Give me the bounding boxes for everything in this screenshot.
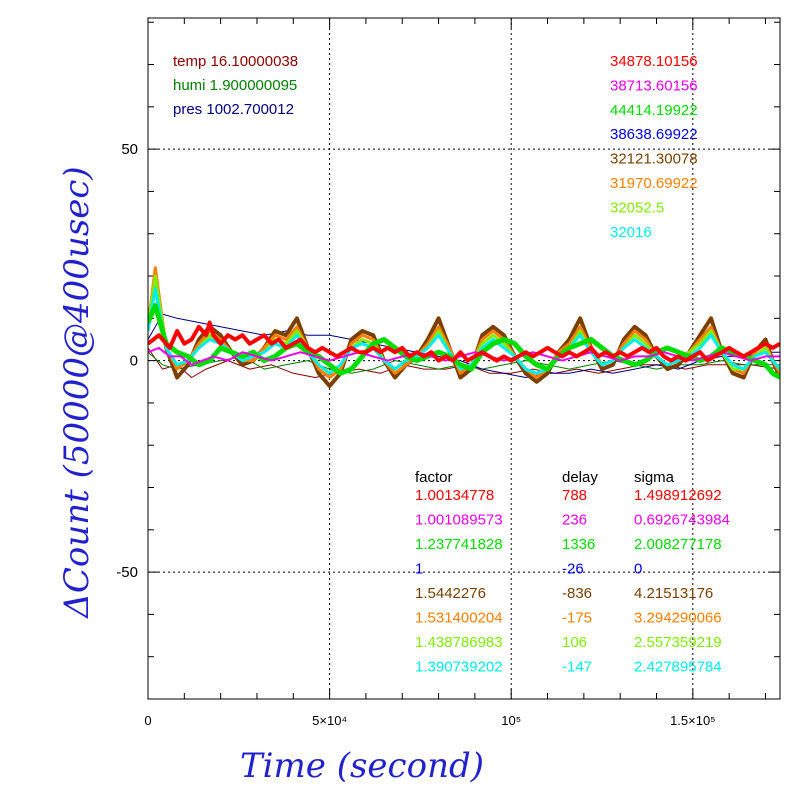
series-value: 31970.69922 <box>610 175 698 192</box>
fit-factor: 1 <box>415 561 423 578</box>
fit-sigma: 2.427895784 <box>634 659 722 676</box>
env-label: humi 1.900000095 <box>173 77 297 94</box>
plot-frame <box>147 17 781 700</box>
series-value: 32016 <box>610 224 652 241</box>
fit-sigma: 3.294290066 <box>634 610 722 627</box>
series-value: 32121.30078 <box>610 151 698 168</box>
fit-delay: 106 <box>562 634 587 651</box>
fit-delay: -175 <box>562 610 592 627</box>
fit-delay: 788 <box>562 487 587 504</box>
fit-table-header: delay <box>562 469 598 486</box>
fit-delay: -26 <box>562 561 584 578</box>
fit-delay: -836 <box>562 585 592 602</box>
fit-sigma: 2.008277178 <box>634 536 722 553</box>
series-value: 44414.19922 <box>610 102 698 119</box>
x-tick-label: 10⁵ <box>501 713 521 728</box>
y-tick-label: 50 <box>121 141 138 158</box>
fit-factor: 1.001089573 <box>415 512 503 529</box>
x-tick-label: 0 <box>144 713 151 728</box>
fit-table-header: sigma <box>634 469 675 486</box>
fit-factor: 1.00134778 <box>415 487 494 504</box>
x-tick-label: 1.5×10⁵ <box>670 713 716 728</box>
fit-delay: 1336 <box>562 536 595 553</box>
series-line <box>148 320 780 363</box>
fit-sigma: 2.557359219 <box>634 634 722 651</box>
tick-labels: 0 5×10⁴ 10⁵ 1.5×10⁵ -50 0 50 <box>116 141 715 728</box>
series-value: 38713.60156 <box>610 77 698 94</box>
fit-table: factor delay sigma 1.00134778 788 1.498912692… <box>415 469 730 676</box>
fit-factor: 1.5442276 <box>415 585 486 602</box>
series-layer <box>148 266 780 388</box>
fit-factor: 1.438786983 <box>415 634 503 651</box>
fit-delay: 236 <box>562 512 587 529</box>
y-tick-label: 0 <box>130 353 138 370</box>
fit-sigma: 0 <box>634 561 642 578</box>
fit-sigma: 4.21513176 <box>634 585 713 602</box>
series-value: 32052.5 <box>610 199 664 216</box>
fit-factor: 1.531400204 <box>415 610 503 627</box>
fit-delay: -147 <box>562 659 592 676</box>
series-line <box>148 313 780 378</box>
minor-ticks <box>148 18 780 699</box>
x-tick-label: 5×10⁴ <box>312 713 347 728</box>
env-label: temp 16.10000038 <box>173 53 298 70</box>
fit-factor: 1.390739202 <box>415 659 503 676</box>
fit-factor: 1.237741828 <box>415 536 503 553</box>
env-label: pres 1002.700012 <box>173 101 294 118</box>
env-labels: temp 16.10000038 humi 1.900000095 pres 100… <box>173 53 298 118</box>
y-axis-title: ΔCount (50000@400usec) <box>57 166 97 619</box>
fit-sigma: 1.498912692 <box>634 487 722 504</box>
fit-table-header: factor <box>415 469 453 486</box>
y-tick-label: -50 <box>116 564 138 581</box>
series-values: 34878.10156 38713.60156 44414.19922 38638.6… <box>610 53 698 241</box>
series-line <box>148 303 780 380</box>
x-axis-title: Time (second) <box>240 746 484 786</box>
fit-sigma: 0.6926743984 <box>634 512 730 529</box>
series-value: 38638.69922 <box>610 126 698 143</box>
series-value: 34878.10156 <box>610 53 698 70</box>
